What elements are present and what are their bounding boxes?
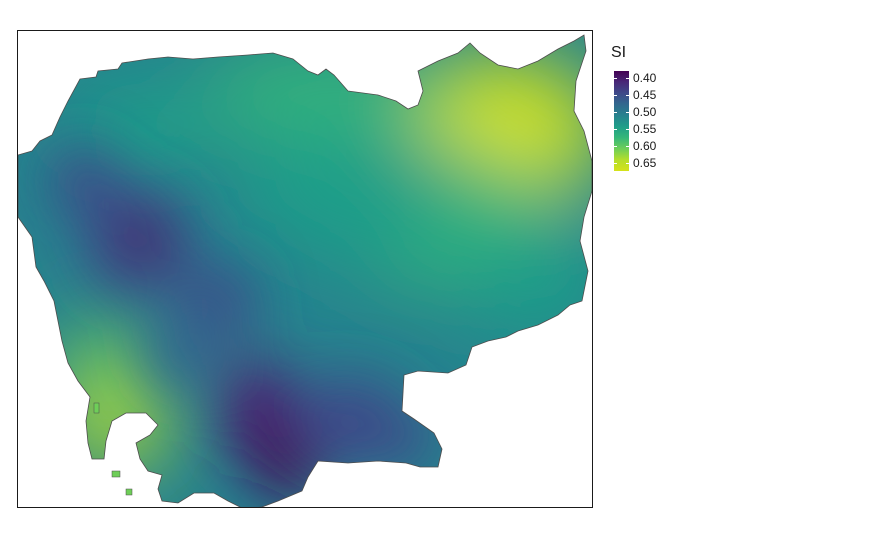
legend-tick-label: 0.50	[633, 104, 657, 119]
si-raster-map	[18, 34, 592, 507]
legend-tick-label: 0.45	[633, 87, 657, 102]
legend-tick-mark	[614, 111, 617, 113]
legend-tick-mark	[626, 162, 629, 164]
legend-tick-mark	[626, 94, 629, 96]
legend-tick-mark	[614, 94, 617, 96]
legend-tick-label: 0.65	[633, 155, 657, 170]
legend-tick-mark	[614, 145, 617, 147]
legend-tick-label: 0.60	[633, 138, 657, 153]
legend-tick-mark	[614, 77, 617, 79]
map-panel	[17, 30, 593, 508]
legend-tick-mark	[626, 128, 629, 130]
legend-title: SI	[611, 44, 627, 61]
si-surface	[18, 35, 592, 507]
legend-tick-mark	[614, 128, 617, 130]
coastal-islands	[93, 402, 133, 496]
legend-tick-label: 0.40	[633, 70, 657, 85]
legend-tick-label: 0.55	[633, 121, 657, 136]
legend-tick-mark	[626, 111, 629, 113]
legend-tick-mark	[626, 77, 629, 79]
legend-tick-mark	[614, 162, 617, 164]
legend-colorbar	[614, 71, 629, 171]
legend-tick-mark	[626, 145, 629, 147]
